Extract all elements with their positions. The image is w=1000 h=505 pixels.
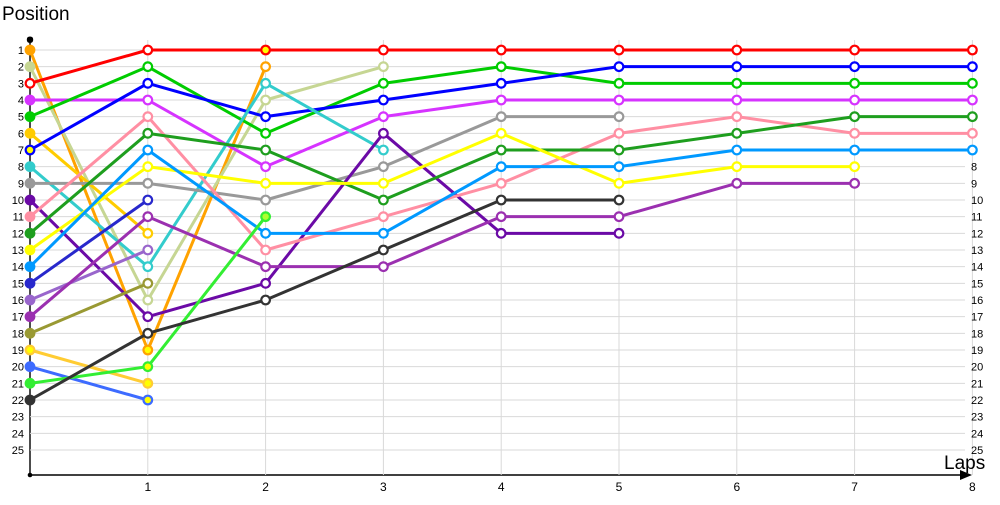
svg-text:16: 16 <box>971 295 983 307</box>
svg-text:12: 12 <box>971 228 983 240</box>
svg-text:12: 12 <box>12 228 24 240</box>
svg-text:16: 16 <box>12 295 24 307</box>
svg-text:6: 6 <box>733 480 740 494</box>
svg-text:15: 15 <box>971 278 983 290</box>
svg-text:22: 22 <box>12 395 24 407</box>
svg-text:19: 19 <box>971 345 983 357</box>
svg-text:25: 25 <box>12 445 24 457</box>
svg-text:11: 11 <box>13 212 24 224</box>
svg-text:14: 14 <box>12 262 24 274</box>
svg-text:7: 7 <box>18 145 24 157</box>
svg-text:17: 17 <box>971 312 983 324</box>
svg-text:1: 1 <box>144 480 151 494</box>
svg-text:11: 11 <box>971 212 982 224</box>
svg-text:20: 20 <box>12 362 24 374</box>
svg-text:6: 6 <box>18 128 24 140</box>
svg-text:5: 5 <box>18 112 24 124</box>
svg-text:23: 23 <box>971 412 983 424</box>
svg-text:19: 19 <box>12 345 24 357</box>
svg-text:8: 8 <box>969 480 976 494</box>
svg-text:1: 1 <box>18 45 24 57</box>
svg-text:14: 14 <box>971 262 983 274</box>
svg-text:21: 21 <box>12 378 24 390</box>
svg-text:10: 10 <box>971 195 983 207</box>
svg-text:15: 15 <box>12 278 24 290</box>
svg-text:24: 24 <box>12 428 24 440</box>
svg-text:13: 13 <box>12 245 24 257</box>
svg-text:4: 4 <box>498 480 505 494</box>
svg-text:22: 22 <box>971 395 983 407</box>
svg-text:5: 5 <box>616 480 623 494</box>
svg-text:9: 9 <box>18 178 24 190</box>
svg-text:21: 21 <box>971 378 983 390</box>
svg-text:9: 9 <box>971 178 977 190</box>
svg-text:4: 4 <box>18 95 24 107</box>
svg-text:7: 7 <box>851 480 858 494</box>
svg-text:24: 24 <box>971 428 983 440</box>
svg-text:8: 8 <box>18 162 24 174</box>
svg-text:23: 23 <box>12 412 24 424</box>
svg-text:18: 18 <box>12 328 24 340</box>
svg-text:13: 13 <box>971 245 983 257</box>
svg-text:3: 3 <box>18 78 24 90</box>
svg-text:18: 18 <box>971 328 983 340</box>
svg-text:10: 10 <box>12 195 24 207</box>
svg-text:2: 2 <box>262 480 269 494</box>
svg-text:3: 3 <box>380 480 387 494</box>
svg-text:8: 8 <box>971 162 977 174</box>
svg-text:2: 2 <box>18 62 24 74</box>
svg-text:20: 20 <box>971 362 983 374</box>
svg-text:17: 17 <box>12 312 24 324</box>
